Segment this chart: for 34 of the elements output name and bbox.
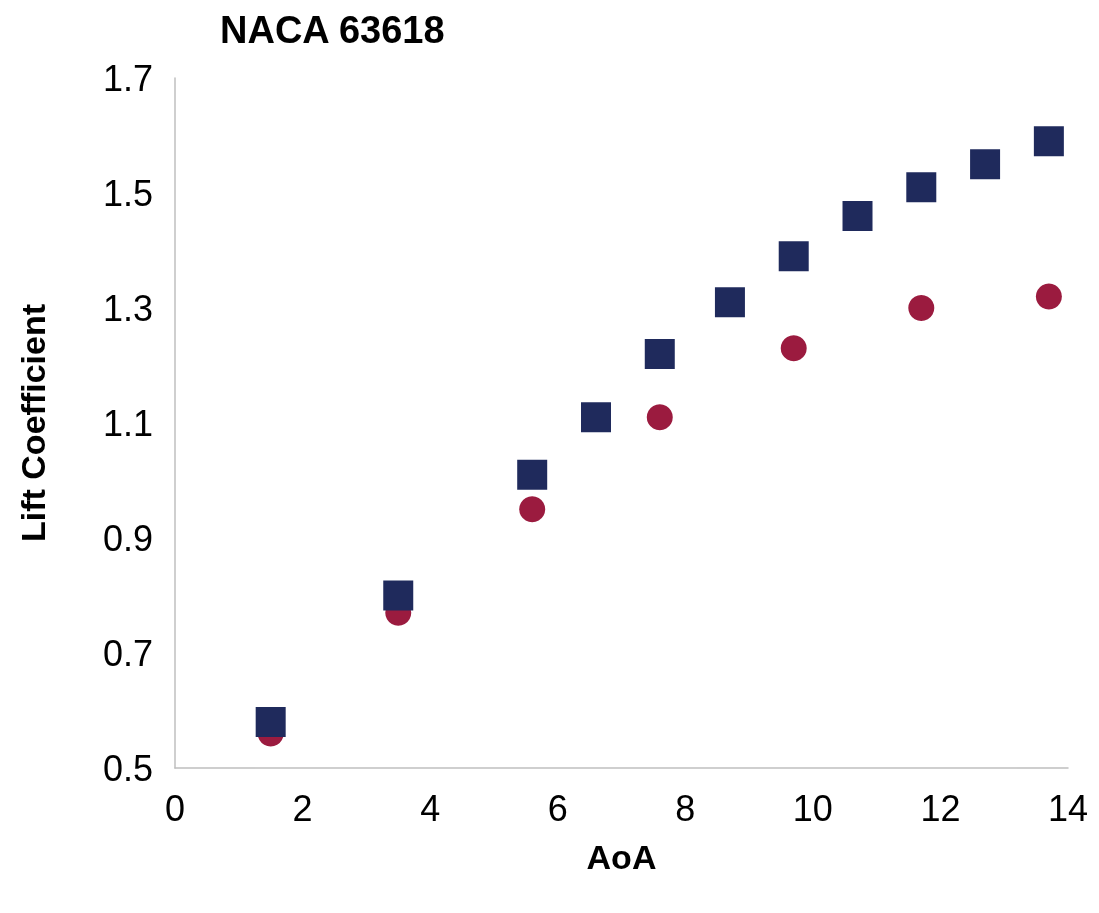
point (780, 335, 807, 362)
y-tick-label: 0.7 (102, 632, 153, 674)
x-tick-label: 6 (547, 787, 568, 829)
x-tick-label: 10 (792, 787, 833, 829)
x-tick-label: 12 (920, 787, 961, 829)
x-tick-label: 4 (420, 787, 441, 829)
point (646, 404, 673, 431)
point (842, 201, 873, 231)
point (970, 149, 1001, 180)
point (1035, 283, 1062, 310)
point (778, 241, 809, 272)
point (580, 402, 611, 433)
point (714, 287, 745, 318)
y-tick-label: 1.7 (102, 57, 153, 99)
point (1033, 126, 1064, 157)
x-axis-title: AoA (586, 838, 657, 876)
point (908, 295, 935, 321)
y-tick-label: 1.3 (102, 287, 153, 329)
point (255, 707, 286, 737)
point (517, 459, 548, 490)
y-axis-title: Lift Coefficient (14, 304, 52, 542)
x-tick-label: 14 (1047, 787, 1089, 829)
point (906, 172, 937, 203)
point (644, 339, 675, 369)
y-tick-label: 1.5 (102, 172, 153, 214)
point (383, 580, 414, 611)
x-tick-label: 2 (292, 787, 313, 829)
x-tick-label: 0 (164, 787, 186, 829)
x-tick-label: 8 (675, 787, 696, 829)
chart-title: NACA 63618 (220, 9, 445, 51)
y-tick-label: 0.9 (102, 517, 153, 559)
y-tick-label: 1.1 (102, 402, 153, 444)
y-tick-label: 0.5 (102, 747, 153, 789)
point (519, 496, 546, 523)
